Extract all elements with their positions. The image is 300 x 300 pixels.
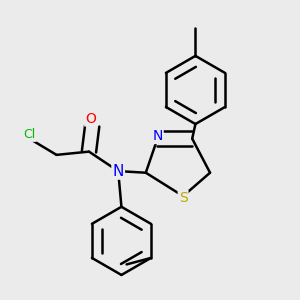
Text: O: O	[85, 112, 96, 125]
Text: N: N	[152, 129, 163, 143]
Text: Cl: Cl	[23, 128, 36, 141]
Text: S: S	[179, 191, 188, 205]
Text: N: N	[112, 164, 124, 178]
